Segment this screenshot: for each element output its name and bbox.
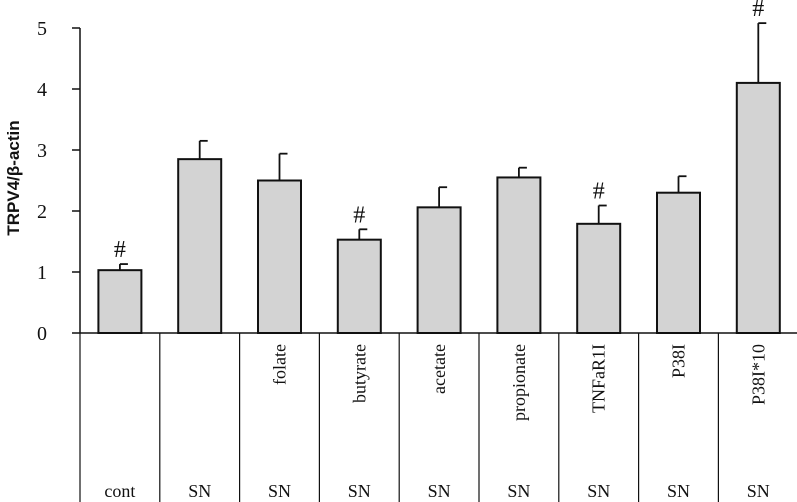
category-label-top: acetate xyxy=(429,344,449,394)
bar xyxy=(576,222,622,334)
y-tick-label: 5 xyxy=(37,18,47,40)
bar xyxy=(735,81,781,335)
significance-mark: # xyxy=(752,0,764,22)
significance-mark: # xyxy=(593,179,605,205)
category-label-top: propionate xyxy=(509,344,529,421)
category-label-bottom: SN xyxy=(348,481,371,501)
category-label-top: P38I xyxy=(669,344,689,378)
category-label-top: P38I*10 xyxy=(748,344,768,405)
y-tick-label: 0 xyxy=(37,323,47,345)
bar xyxy=(496,176,542,334)
y-tick-label: 3 xyxy=(37,140,47,162)
bar xyxy=(416,206,462,334)
category-label-top: folate xyxy=(270,344,290,385)
y-tick-label: 2 xyxy=(37,201,47,223)
significance-mark: # xyxy=(114,237,126,263)
y-tick-label: 4 xyxy=(37,79,47,101)
bar xyxy=(97,269,143,335)
significance-mark: # xyxy=(353,202,365,228)
bar xyxy=(177,158,223,334)
bar xyxy=(257,179,302,334)
category-label-top: butyrate xyxy=(349,344,369,403)
category-label-bottom: SN xyxy=(268,481,291,501)
y-axis-label: TRPV4/β-actin xyxy=(4,120,23,235)
category-label-bottom: SN xyxy=(507,481,530,501)
category-label-bottom: SN xyxy=(667,481,690,501)
bar xyxy=(656,191,701,334)
category-label-top: TNFaR1I xyxy=(589,344,609,413)
category-label-bottom: SN xyxy=(747,481,770,501)
bar xyxy=(336,238,382,334)
category-label-bottom: SN xyxy=(188,481,211,501)
category-label-bottom: cont xyxy=(104,481,135,501)
category-label-bottom: SN xyxy=(428,481,451,501)
y-tick-label: 1 xyxy=(37,262,47,284)
category-label-bottom: SN xyxy=(587,481,610,501)
